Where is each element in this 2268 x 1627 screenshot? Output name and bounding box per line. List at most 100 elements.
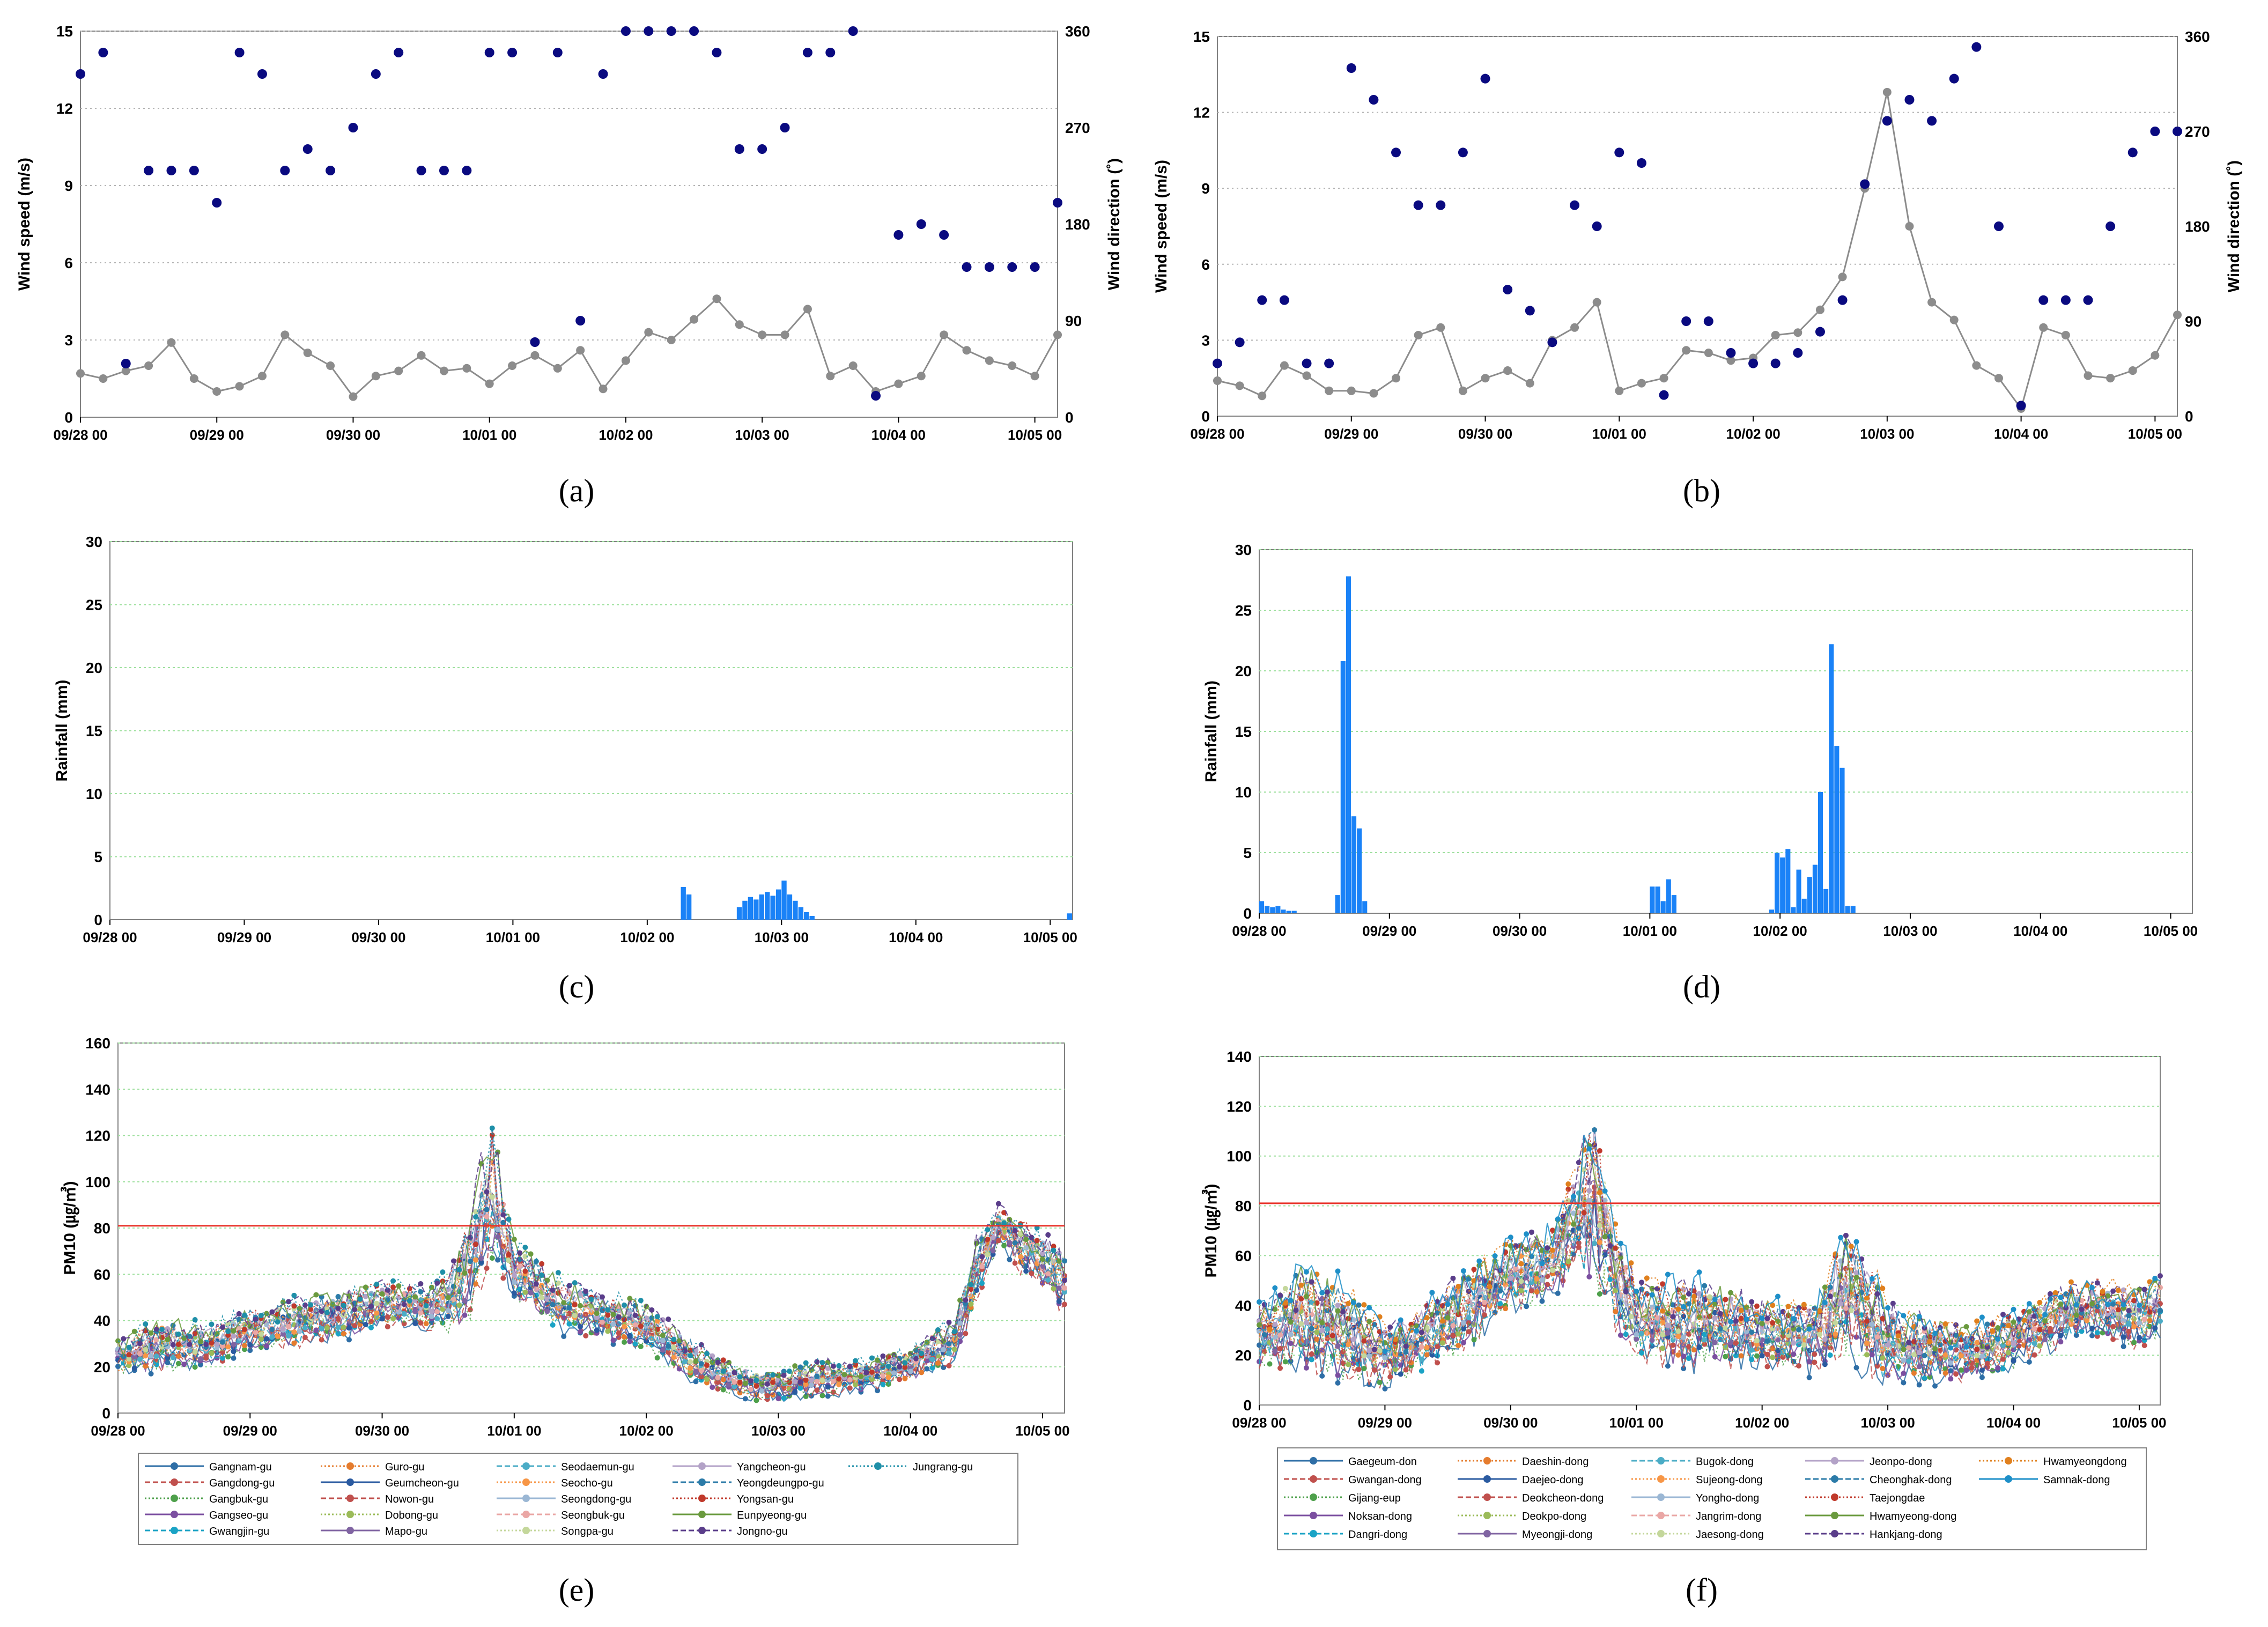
wind-direction-point	[302, 144, 313, 154]
pm10-series-point	[1366, 1305, 1372, 1311]
legend-entry: Hankjang-dong	[1870, 1529, 1942, 1541]
pm10-series-point	[1361, 1302, 1367, 1308]
pm10-series-point	[1029, 1270, 1035, 1276]
pm10-series-point	[891, 1370, 897, 1376]
pm10-series-point	[1890, 1300, 1896, 1306]
wind-speed-point	[417, 351, 426, 360]
pm10-series-point	[175, 1331, 181, 1337]
pm10-series-point	[1497, 1301, 1503, 1307]
pm10-series-point	[935, 1360, 941, 1366]
pm10-series-point	[495, 1257, 501, 1263]
pm10-series-point	[2042, 1312, 2048, 1318]
pm10-series-point	[2110, 1323, 2116, 1329]
pm10-series-point	[484, 1207, 490, 1212]
pm10-series-point	[946, 1363, 952, 1369]
pm10-series-point	[1303, 1293, 1309, 1299]
pm10-series-point	[1974, 1318, 1980, 1324]
pm10-series-point	[407, 1298, 412, 1304]
pm10-series-point	[995, 1238, 1001, 1244]
chart-panel-b: 0 3 6 9 12 15 0 90 180 270 360 09/28 00 09/29 00 09/3…	[1153, 28, 2243, 508]
pm10-series-point	[1617, 1240, 1623, 1246]
y-tick-label: 100	[85, 1174, 110, 1190]
y-tick-label: 10	[1235, 784, 1252, 801]
pm10-series-point	[1277, 1365, 1283, 1371]
y-tick-label: 30	[1235, 542, 1252, 558]
pm10-series-point	[1340, 1309, 1346, 1315]
pm10-series-point	[1303, 1320, 1309, 1326]
pm10-series-point	[1466, 1315, 1472, 1321]
pm10-series-point	[269, 1309, 275, 1315]
legend-swatch-marker	[698, 1527, 706, 1534]
pm10-series-point	[1922, 1375, 1927, 1381]
wind-speed-point	[349, 392, 358, 401]
pm10-series-point	[1916, 1382, 1922, 1388]
pm10-series-point	[561, 1300, 567, 1306]
pm10-series-point	[566, 1311, 572, 1317]
pm10-series-point	[219, 1343, 225, 1349]
legend-swatch-marker	[698, 1478, 706, 1486]
pm10-series-point	[1665, 1363, 1671, 1369]
pm10-series-point	[247, 1348, 253, 1354]
pm10-series-point	[704, 1376, 710, 1382]
pm10-series-point	[963, 1297, 969, 1303]
pm10-series-point	[924, 1353, 930, 1359]
pm10-series-point	[1963, 1367, 1969, 1373]
pm10-series-point	[1681, 1354, 1687, 1359]
pm10-series-point	[291, 1340, 297, 1346]
legend-swatch-marker	[346, 1527, 354, 1534]
pm10-series-point	[1634, 1332, 1639, 1337]
y-tick-label: 15	[86, 723, 102, 739]
pm10-series-point	[1460, 1268, 1466, 1274]
legend-swatch-marker	[1831, 1493, 1838, 1501]
legend-entry: Hwamyeong-dong	[1870, 1511, 1956, 1522]
pm10-series-point	[1528, 1288, 1534, 1293]
pm10-series-point	[1764, 1338, 1770, 1344]
pm10-series-point	[1487, 1284, 1493, 1290]
pm10-series-point	[1272, 1306, 1278, 1312]
legend-swatch-marker	[1831, 1457, 1838, 1465]
pm10-series-point	[423, 1303, 429, 1308]
y-tick-label: 9	[64, 178, 73, 194]
wind-direction-point	[2150, 127, 2160, 136]
pm10-series-point	[1023, 1237, 1029, 1243]
x-tick-label: 10/05 00	[2112, 1415, 2166, 1431]
pm10-series-point	[1460, 1320, 1466, 1326]
pm10-series-point	[968, 1301, 974, 1307]
wind-direction-point	[1391, 147, 1401, 158]
pm10-series-point	[374, 1310, 380, 1316]
pm10-series-point	[225, 1332, 231, 1338]
legend-entry: Gangdong-gu	[209, 1477, 275, 1489]
pm10-series-point	[1476, 1258, 1482, 1264]
chart-panel-a: 0 3 6 9 12 15 0 90 180 270 360 09/28 00 09/29 00 09/3…	[16, 23, 1123, 508]
legend-entry: Seocho-gu	[561, 1477, 613, 1489]
pm10-series-point	[2011, 1341, 2016, 1347]
pm10-series-point	[418, 1310, 424, 1315]
pm10-series-point	[1456, 1283, 1461, 1289]
wind-direction-point	[1007, 262, 1017, 272]
rainfall-bar	[1335, 895, 1340, 913]
pm10-series-point	[1597, 1223, 1602, 1229]
pm10-series-point	[137, 1341, 143, 1347]
pm10-series-point	[968, 1286, 974, 1292]
pm10-series-point	[666, 1343, 671, 1349]
pm10-series-point	[1754, 1341, 1760, 1347]
pm10-series-point	[1361, 1366, 1367, 1372]
pm10-series-point	[462, 1270, 468, 1276]
pm10-series-point	[2000, 1342, 2006, 1348]
pm10-series-point	[1864, 1295, 1870, 1301]
pm10-series-point	[1476, 1286, 1482, 1292]
pm10-series-point	[622, 1339, 627, 1345]
x-tick-label: 09/28 00	[1190, 426, 1244, 442]
pm10-series-point	[131, 1365, 137, 1371]
pm10-series-point	[1869, 1352, 1875, 1358]
pm10-series-point	[847, 1364, 853, 1370]
wind-direction-point	[280, 166, 290, 175]
rainfall-bar	[1650, 886, 1655, 913]
pm10-series-point	[346, 1337, 352, 1343]
legend-swatch-marker	[874, 1462, 882, 1470]
y2-tick-label: 180	[1065, 216, 1090, 233]
pm10-series-point	[1581, 1210, 1587, 1216]
pm10-series-point	[963, 1330, 969, 1336]
pm10-series-point	[742, 1396, 748, 1402]
pm10-series-point	[346, 1325, 352, 1331]
